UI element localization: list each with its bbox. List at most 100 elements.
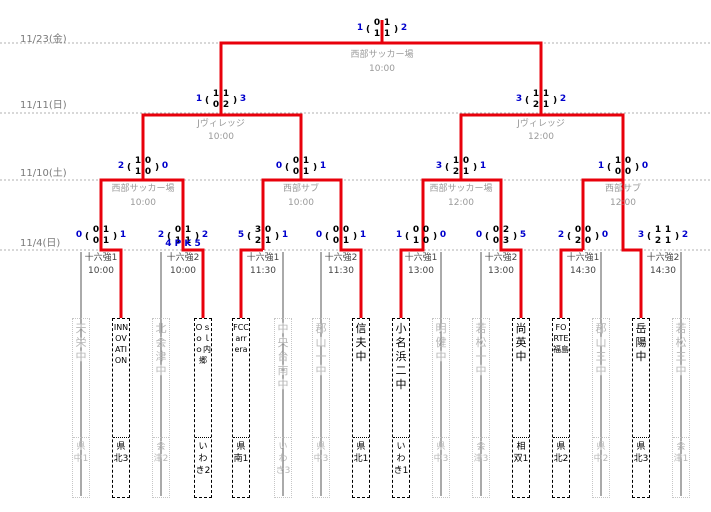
date-semi: 11/11(日) xyxy=(20,100,67,111)
qf-2-paren-right: ) xyxy=(313,163,317,173)
r16-4-score-3: 0 xyxy=(333,236,339,246)
r16-7-score-4: 0 xyxy=(585,236,591,246)
r16-8-paren-right: ) xyxy=(675,232,679,242)
qf-1-score-2: 0 xyxy=(145,156,151,166)
semi-2-right-total: 2 xyxy=(560,94,566,104)
r16-7-score-3: 2 xyxy=(575,236,581,246)
semi-1-left-total: 1 xyxy=(196,94,202,104)
team-16: 若松三中 会津1 xyxy=(672,318,690,498)
r16-4-score-4: 1 xyxy=(343,236,349,246)
final-venue: 西部サッカー場 xyxy=(350,48,413,60)
qf-3-right-total: 1 xyxy=(480,161,486,171)
qf-1-paren-left: ( xyxy=(127,163,131,173)
team-8-league: 県北1 xyxy=(353,437,369,465)
team-2: INNOVATION 県北3 xyxy=(112,318,130,498)
r16-2-score-4: 1 xyxy=(185,236,191,246)
team-6-league: いわき3 xyxy=(275,437,291,477)
r16-6-score-4: 3 xyxy=(503,236,509,246)
r16-1-left-total: 0 xyxy=(76,230,82,240)
r16-1-score-2: 1 xyxy=(103,225,109,235)
r16-7-paren-right: ) xyxy=(595,232,599,242)
r16-8-score-1: 1 xyxy=(655,225,661,235)
team-10: 明健中 県中3 xyxy=(432,318,450,498)
bracket-lines-red xyxy=(99,20,643,318)
qf-3-paren-right: ) xyxy=(473,163,477,173)
team-14: 郡山三中 県中2 xyxy=(592,318,610,498)
team-4-league: いわき2 xyxy=(195,437,211,477)
qf-4-score-1: 1 xyxy=(615,156,621,166)
r16-4-left-total: 0 xyxy=(316,230,322,240)
qf-2-time: 10:00 xyxy=(288,198,314,208)
semi-2-paren-right: ) xyxy=(553,96,557,106)
team-16-name: 若松三中 xyxy=(675,322,687,377)
date-quarter: 11/10(土) xyxy=(20,166,67,179)
qf-4-right-total: 0 xyxy=(642,161,648,171)
semi-1-score-1: 1 xyxy=(213,89,219,99)
qf-2-venue: 西部サブ xyxy=(283,182,319,194)
qf-4-paren-right: ) xyxy=(635,163,639,173)
qf-3-paren-left: ( xyxy=(445,163,449,173)
final-right-total: 2 xyxy=(401,23,407,33)
team-5-league: 県南1 xyxy=(233,437,249,465)
team-4-name: Ｏｓｏｌｏ内郷 xyxy=(195,323,211,365)
date-r16: 11/4(日) xyxy=(20,238,60,249)
team-11-league: 会津3 xyxy=(473,437,489,465)
r16-3-score-2: 0 xyxy=(265,225,271,235)
final-left-total: 1 xyxy=(357,23,363,33)
r16-1-score-4: 1 xyxy=(103,236,109,246)
r16-2-time: 10:00 xyxy=(170,266,196,276)
team-12-name: 尚英中 xyxy=(515,322,527,363)
qf-1-time: 10:00 xyxy=(130,198,156,208)
team-2-league: 県北3 xyxy=(113,437,129,465)
qf-4-venue: 西部サブ xyxy=(605,182,641,194)
team-1: 天栄中 県中1 xyxy=(72,318,90,498)
semi-2-paren-left: ( xyxy=(525,96,529,106)
r16-7-score-2: 0 xyxy=(585,225,591,235)
r16-3-paren-right: ) xyxy=(275,232,279,242)
qf-2-score-1: 0 xyxy=(293,156,299,166)
semi-2-score-3: 2 xyxy=(533,100,539,110)
qf-1-score-4: 0 xyxy=(145,167,151,177)
r16-7-round: 十六強1 xyxy=(567,251,600,263)
r16-6-round: 十六強2 xyxy=(485,251,518,263)
bracket-lines-gray xyxy=(80,115,682,496)
r16-3-score-1: 3 xyxy=(255,225,261,235)
r16-7-left-total: 2 xyxy=(558,230,564,240)
semi-1-paren-right: ) xyxy=(233,96,237,106)
team-15-league: 県北3 xyxy=(633,437,649,465)
team-13-name: FORTE福島 xyxy=(553,323,569,354)
semi-1-right-total: 3 xyxy=(240,94,246,104)
r16-8-time: 14:30 xyxy=(650,266,676,276)
r16-2-right-total: 2 xyxy=(202,230,208,240)
team-7-name: 郡山一中 xyxy=(315,322,327,377)
final-score-3: 1 xyxy=(374,29,380,39)
team-13: FORTE福島 県北2 xyxy=(552,318,570,498)
r16-3-time: 11:30 xyxy=(250,266,276,276)
r16-3-round: 十六強1 xyxy=(247,251,280,263)
team-12-league: 相双1 xyxy=(513,437,529,465)
team-8-name: 信夫中 xyxy=(355,322,367,363)
r16-1-score-3: 0 xyxy=(93,236,99,246)
qf-3-score-2: 0 xyxy=(463,156,469,166)
r16-8-score-3: 2 xyxy=(655,236,661,246)
r16-6-score-2: 2 xyxy=(503,225,509,235)
r16-5-paren-left: ( xyxy=(405,232,409,242)
qf-3-score-1: 1 xyxy=(453,156,459,166)
team-15-name: 岳陽中 xyxy=(635,322,647,363)
r16-2-score-2: 1 xyxy=(185,225,191,235)
team-6-name: 中央台南中 xyxy=(277,322,289,391)
date-guide-lines xyxy=(0,42,711,251)
r16-6-paren-left: ( xyxy=(485,232,489,242)
qf-3-time: 12:00 xyxy=(448,198,474,208)
final-paren-left: ( xyxy=(366,25,370,35)
r16-4-score-2: 0 xyxy=(343,225,349,235)
final-time: 10:00 xyxy=(369,64,395,74)
team-5-name: FCCarrera xyxy=(233,323,249,354)
team-13-league: 県北2 xyxy=(553,437,569,465)
r16-6-left-total: 0 xyxy=(476,230,482,240)
team-1-name: 天栄中 xyxy=(75,322,87,363)
semi-1-score-4: 2 xyxy=(223,100,229,110)
r16-8-score-4: 1 xyxy=(665,236,671,246)
semi-2-time: 12:00 xyxy=(528,132,554,142)
